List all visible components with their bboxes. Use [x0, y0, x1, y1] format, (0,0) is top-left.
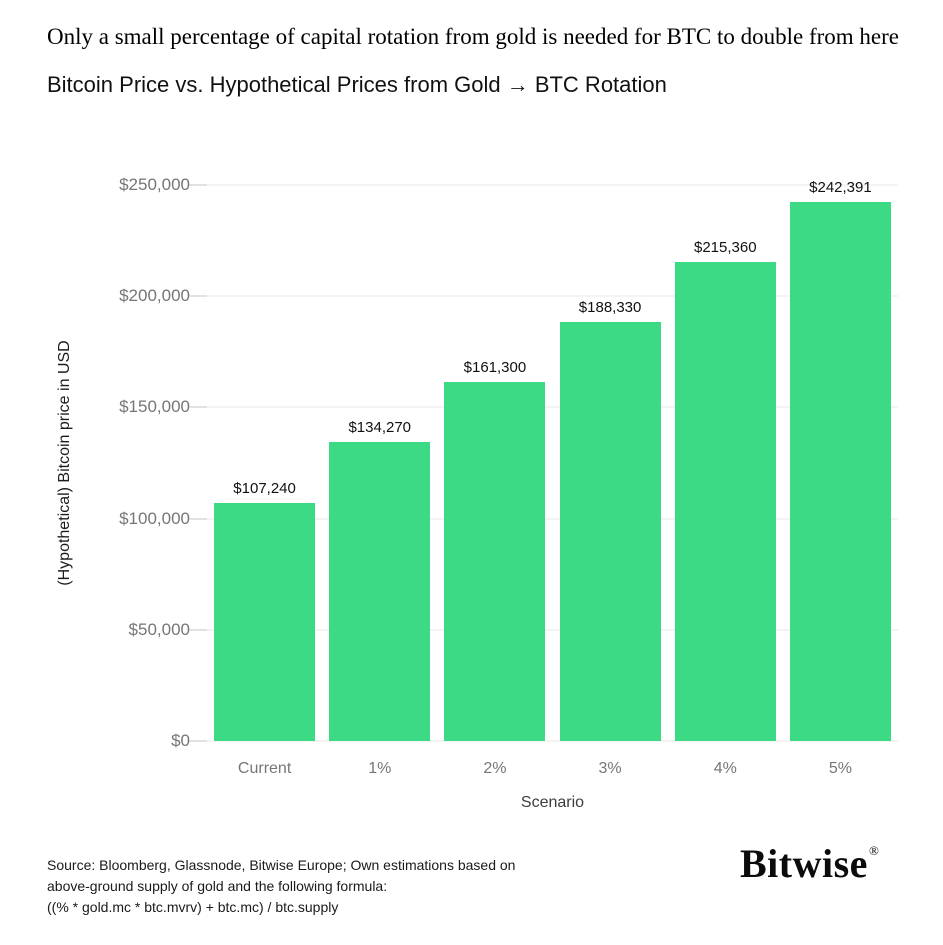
y-axis-tick-label: $250,000: [119, 175, 190, 194]
y-axis-tick: [189, 184, 207, 186]
y-tick-labels: $0 $50,000 $100,000 $150,000 $200,000 $250,00…: [0, 175, 190, 750]
chart-title: Bitcoin Price vs. Hypothetical Prices fr…: [47, 72, 667, 97]
source-line: above-ground supply of gold and the foll…: [47, 878, 388, 894]
registered-trademark-icon: ®: [868, 843, 880, 858]
y-axis-tick: [189, 295, 207, 297]
y-axis-tick: [189, 406, 207, 408]
bar-4pct: $215,360: [674, 239, 776, 741]
x-axis-tick-label: Current: [237, 760, 292, 777]
bar-value-label: $161,300: [463, 359, 527, 377]
y-axis-tick-label: $100,000: [119, 508, 190, 528]
x-axis-tick-label: 3%: [598, 760, 622, 777]
bar-3pct: $188,330: [559, 299, 661, 741]
bars: $107,240 $134,270 $161,300 $188,330 $215,360…: [207, 179, 898, 741]
gridline: [189, 406, 898, 408]
x-axis-tick-label: 1%: [368, 760, 392, 777]
y-axis-tick-label: $50,000: [128, 619, 190, 639]
source-line: Source: Bloomberg, Glassnode, Bitwise Eu…: [47, 857, 516, 873]
x-axis-tick-label: 4%: [713, 760, 737, 777]
plot-area: $107,240 $134,270 $161,300 $188,330 $215,360…: [189, 179, 898, 742]
bar-value-label: $242,391: [809, 178, 872, 196]
bitwise-logo: Bitwise®: [740, 840, 879, 887]
y-axis-tick-label: $200,000: [119, 286, 190, 306]
gridline: [189, 629, 898, 631]
bar-slot: $215,360: [668, 185, 783, 741]
y-axis-tick: [189, 518, 207, 520]
y-axis-tick-label: $0: [171, 731, 190, 750]
x-tick-labels: Current 1% 2% 3% 4% 5%: [207, 760, 898, 778]
bar-5pct: $242,391: [789, 179, 891, 741]
gridlines: [189, 184, 898, 742]
bar-value-label: $188,330: [578, 299, 642, 317]
x-axis-tick-label: 2%: [483, 760, 507, 777]
bar-current: $107,240: [214, 480, 316, 741]
bar-value-label: $134,270: [348, 419, 412, 437]
gridline: [189, 184, 898, 186]
bar-1pct: $134,270: [329, 419, 431, 741]
bar-slot: $242,391: [783, 179, 898, 741]
x-axis-tick-label: 5%: [828, 760, 852, 777]
bar-value-label: $215,360: [693, 239, 757, 257]
y-axis-tick: [189, 740, 207, 742]
x-axis-title: Scenario: [520, 794, 585, 811]
headline: Only a small percentage of capital rotat…: [47, 24, 900, 49]
bar-slot: $161,300: [437, 185, 552, 741]
source-note: Source: Bloomberg, Glassnode, Bitwise Eu…: [47, 855, 515, 918]
y-axis-tick: [189, 629, 207, 631]
gridline: [189, 740, 898, 742]
y-axis-tick-label: $150,000: [119, 397, 190, 417]
bar-slot: $107,240: [207, 185, 322, 741]
source-line: ((% * gold.mc * btc.mvrv) + btc.mc) / bt…: [47, 899, 339, 915]
logo-wordmark: Bitwise: [740, 841, 868, 886]
gridline: [189, 518, 898, 520]
bar-value-label: $107,240: [233, 479, 296, 497]
bar-2pct: $161,300: [444, 359, 546, 741]
bar-slot: $188,330: [553, 185, 668, 741]
gridline: [189, 295, 898, 297]
bar-slot: $134,270: [322, 185, 437, 741]
